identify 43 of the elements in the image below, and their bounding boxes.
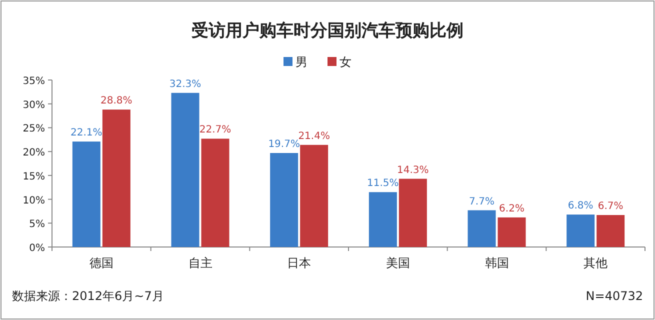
bar — [270, 153, 298, 247]
y-tick-label: 0% — [29, 243, 45, 254]
data-label: 11.5% — [367, 178, 399, 190]
bar — [171, 92, 200, 247]
data-label: 21.4% — [298, 130, 330, 142]
chart-title: 受访用户购车时分国别汽车预购比例 — [192, 21, 464, 41]
y-tick-label: 15% — [22, 171, 45, 182]
x-tick-label: 自主 — [188, 256, 212, 270]
bar — [468, 210, 496, 247]
bar — [300, 144, 328, 247]
data-label: 32.3% — [169, 78, 202, 90]
text: N=40732 — [586, 289, 643, 303]
legend-label: 男 — [296, 55, 308, 69]
data-label: 6.8% — [568, 200, 594, 212]
data-label: 6.2% — [499, 203, 524, 214]
bar — [398, 178, 427, 247]
data-label: 19.7% — [268, 139, 300, 150]
y-tick-label: 25% — [22, 124, 45, 135]
y-tick-label: 10% — [22, 195, 45, 206]
data-label: 22.7% — [199, 124, 232, 136]
bar — [498, 217, 526, 247]
bar — [566, 214, 595, 247]
data-label: 14.3% — [397, 164, 429, 176]
x-tick-label: 美国 — [386, 256, 410, 270]
y-tick-label: 35% — [22, 76, 45, 87]
x-tick-label: 韩国 — [484, 256, 509, 270]
data-label: 22.1% — [70, 128, 102, 139]
data-label: 28.8% — [100, 96, 132, 107]
data-label: 6.7% — [598, 201, 624, 212]
legend-label: 女 — [340, 55, 352, 69]
bar — [368, 192, 397, 247]
bar — [201, 138, 230, 247]
data-label: 7.7% — [469, 196, 494, 208]
x-tick-label: 日本 — [287, 256, 312, 270]
y-tick-label: 20% — [22, 148, 45, 159]
bar — [102, 110, 130, 247]
x-tick-label: 德国 — [89, 256, 114, 270]
source-note: 数据来源：2012年6月~7月 — [12, 289, 164, 303]
bar — [72, 142, 100, 247]
y-tick-label: 5% — [29, 219, 45, 230]
bar — [596, 215, 625, 247]
x-tick-label: 其他 — [584, 256, 608, 270]
y-tick-label: 30% — [22, 100, 45, 111]
